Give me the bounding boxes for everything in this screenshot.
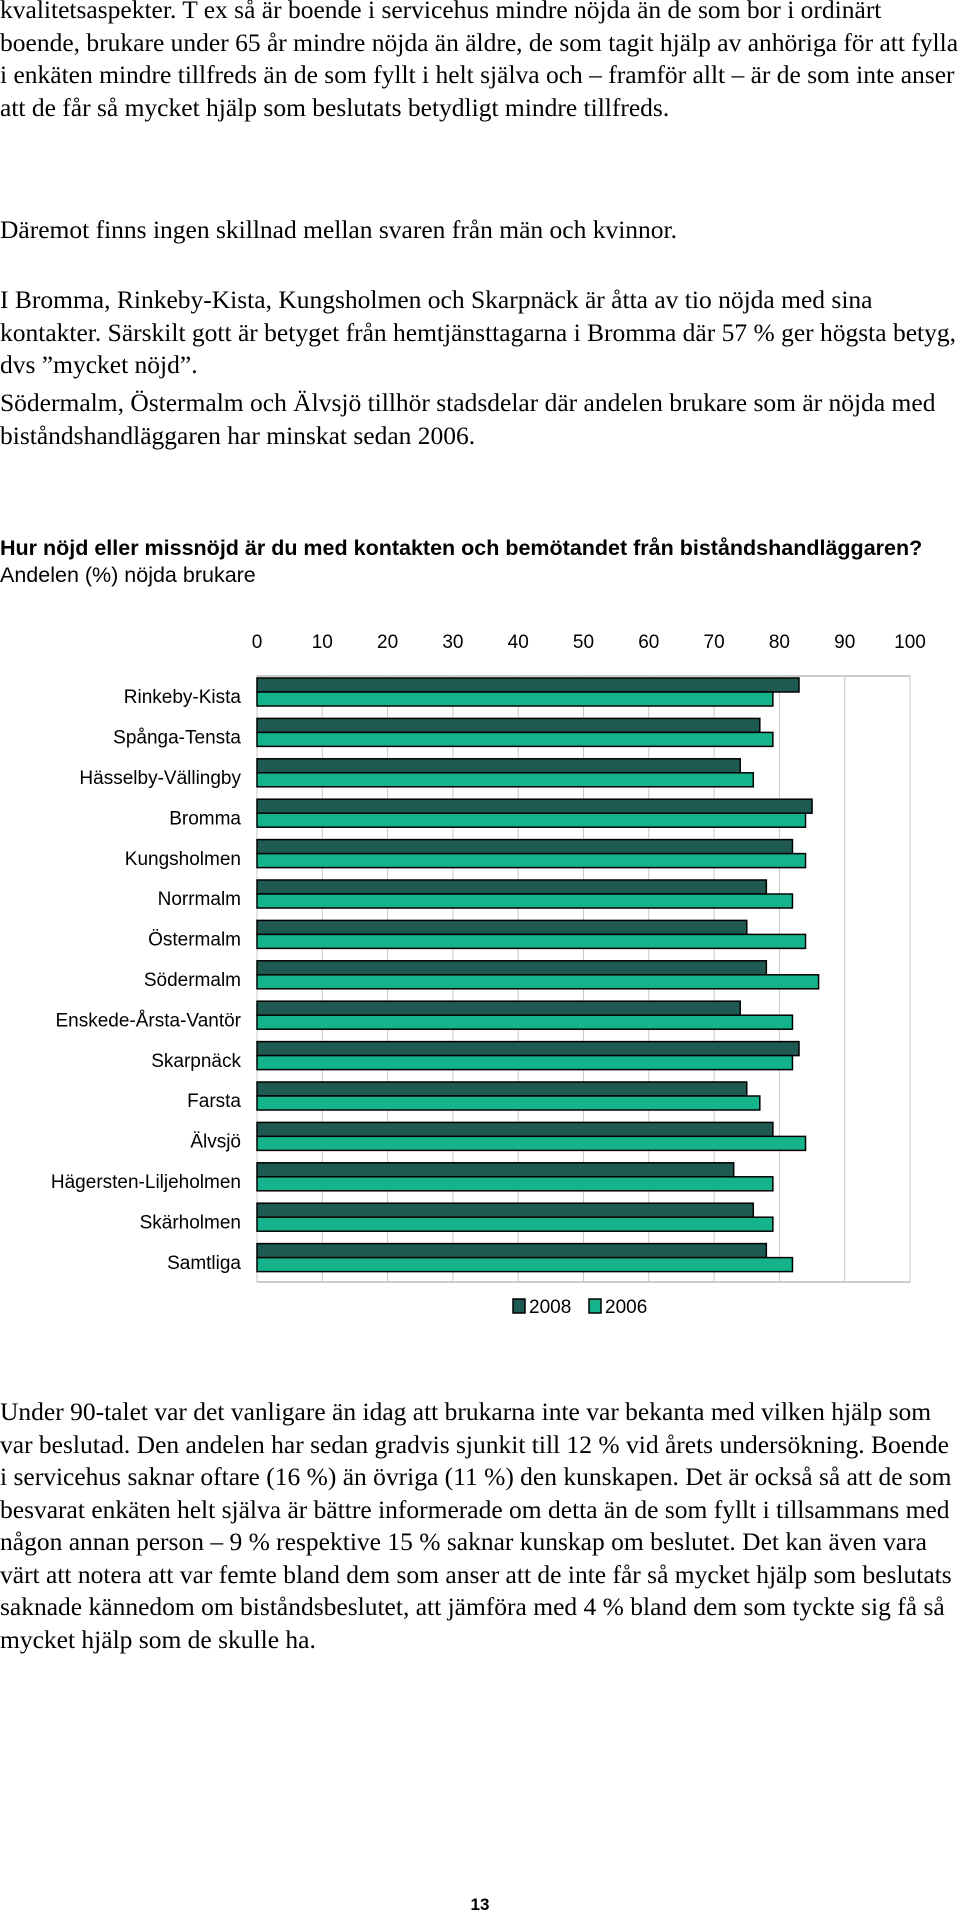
bar-2006 <box>256 772 755 788</box>
chart-bars <box>256 677 820 1273</box>
category-label: Älvsjö <box>190 1132 241 1153</box>
page-number: 13 <box>470 1895 490 1914</box>
x-tick-label: 50 <box>573 632 594 653</box>
bar-2008 <box>256 717 761 734</box>
bar-2006 <box>256 1054 794 1071</box>
chart-title: Hur nöjd eller missnöjd är du med kontak… <box>0 536 923 560</box>
category-label: Södermalm <box>144 970 241 991</box>
legend-swatch-2008 <box>512 1298 526 1314</box>
paragraph-knowledge: Under 90-talet var det vanligare än idag… <box>0 1397 952 1654</box>
x-tick-label: 20 <box>377 632 398 653</box>
bar-2006 <box>256 1256 794 1273</box>
category-label: Hägersten-Liljeholmen <box>51 1172 241 1193</box>
category-label: Farsta <box>187 1091 241 1112</box>
bar-2008 <box>256 1040 800 1057</box>
category-label: Skarpnäck <box>151 1051 241 1072</box>
paragraph-intro: kvalitetsaspekter. T ex så är boende i s… <box>0 0 959 122</box>
x-tick-label: 30 <box>442 632 463 653</box>
bar-2006 <box>256 852 807 869</box>
chart-heading: Hur nöjd eller missnöjd är du med kontak… <box>0 535 960 589</box>
paragraph-gender: Däremot finns ingen skillnad mellan svar… <box>0 215 677 244</box>
bar-2006 <box>256 812 807 828</box>
bar-2006 <box>256 1095 761 1111</box>
chart-x-ticks: 0 10 20 30 40 50 60 70 80 90 100 <box>252 632 926 653</box>
paragraph-districts-decreased: Södermalm, Östermalm och Älvsjö tillhör … <box>0 388 936 450</box>
bar-2006 <box>256 1135 807 1152</box>
bar-2008 <box>256 1162 735 1178</box>
category-label: Spånga-Tensta <box>113 728 241 749</box>
legend-label-2008: 2008 <box>529 1297 571 1318</box>
chart-legend: 2008 2006 <box>512 1297 647 1318</box>
x-tick-label: 10 <box>312 632 333 653</box>
x-tick-label: 40 <box>508 632 529 653</box>
legend-swatch-2006 <box>588 1298 602 1314</box>
category-label: Skärholmen <box>140 1212 241 1233</box>
bar-2008 <box>256 838 794 855</box>
x-tick-label: 70 <box>704 632 725 653</box>
legend-label-2006: 2006 <box>605 1297 647 1318</box>
bar-2008 <box>256 919 748 936</box>
category-label: Kungsholmen <box>125 849 241 870</box>
bar-2006 <box>256 933 807 950</box>
bar-2008 <box>256 1081 748 1097</box>
category-label: Norrmalm <box>158 889 241 910</box>
bar-2006 <box>256 893 794 909</box>
x-tick-label: 0 <box>252 632 263 653</box>
bar-2006 <box>256 1216 774 1232</box>
satisfaction-bar-chart: 0 10 20 30 40 50 60 70 80 90 100 Rinkeby-Kista Spån… <box>51 632 926 1318</box>
bar-2008 <box>256 758 741 774</box>
chart-category-labels: Rinkeby-Kista Spånga-Tensta Hässelby-Välli… <box>51 687 242 1274</box>
bar-2006 <box>256 974 820 990</box>
bar-2006 <box>256 1176 774 1192</box>
category-label: Samtliga <box>167 1253 241 1274</box>
bar-2008 <box>256 1121 774 1138</box>
bar-2008 <box>256 1000 741 1016</box>
category-label: Östermalm <box>148 930 241 951</box>
bar-2008 <box>256 1202 755 1218</box>
x-tick-label: 80 <box>769 632 790 653</box>
category-label: Enskede-Årsta-Vantör <box>55 1010 241 1031</box>
bar-2008 <box>256 879 768 895</box>
bar-2006 <box>256 1014 794 1030</box>
chart-subtitle: Andelen (%) nöjda brukare <box>0 563 256 587</box>
x-tick-label: 100 <box>894 632 926 653</box>
bar-2006 <box>256 691 774 707</box>
category-label: Hässelby-Vällingby <box>79 768 241 789</box>
x-tick-label: 60 <box>638 632 659 653</box>
bar-2008 <box>256 960 768 976</box>
bar-2008 <box>256 1242 768 1259</box>
category-label: Rinkeby-Kista <box>124 687 242 708</box>
bar-2006 <box>256 731 774 748</box>
bar-2008 <box>256 798 813 814</box>
paragraph-districts-satisfied: I Bromma, Rinkeby-Kista, Kungsholmen och… <box>0 285 956 379</box>
bar-2008 <box>256 677 800 693</box>
category-label: Bromma <box>169 808 241 829</box>
x-tick-label: 90 <box>834 632 855 653</box>
